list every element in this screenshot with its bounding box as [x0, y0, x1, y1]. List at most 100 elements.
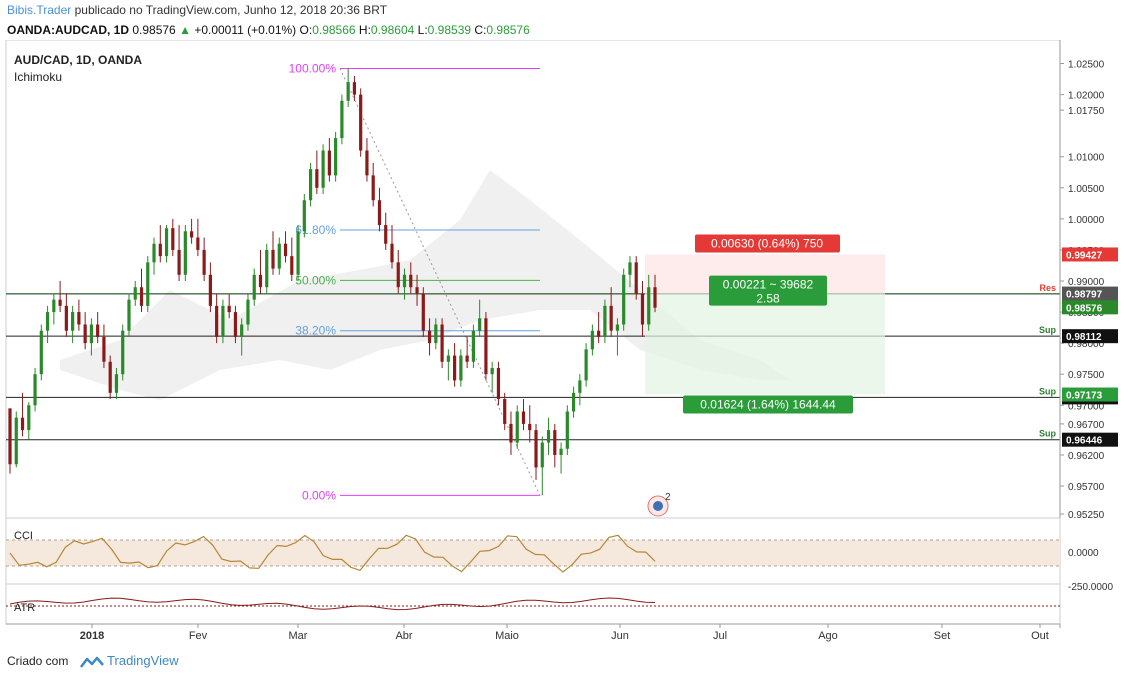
candle-body: [89, 324, 94, 344]
price-label-box: [1062, 286, 1118, 301]
atr-pane: [5, 583, 1061, 625]
time-tick-label: 2018: [80, 630, 104, 642]
candle-body: [471, 330, 475, 362]
candle-body: [578, 380, 582, 393]
candle-body: [215, 305, 219, 337]
publisher-link[interactable]: Bibis.Trader: [7, 3, 72, 17]
fib-trend-line: [339, 68, 541, 496]
candle-body: [509, 423, 513, 443]
stop-text: 0.01624 (1.64%) 1644.44: [700, 398, 836, 412]
candle-body: [64, 305, 68, 331]
candle-body: [515, 411, 519, 443]
price-tick-label: 0.96700: [1068, 420, 1105, 431]
entry-text: 0.00221 ~ 39682: [723, 278, 814, 292]
price-label-text: 0.96446: [1066, 436, 1103, 447]
price-tick-label: 0.96200: [1068, 451, 1105, 462]
time-tick-label: Jun: [611, 630, 629, 642]
time-tick-label: Abr: [395, 630, 412, 642]
candle-body: [277, 243, 281, 269]
candle-body: [546, 430, 551, 443]
candle-body: [139, 287, 144, 306]
candle-body: [440, 324, 444, 362]
candle-body: [346, 82, 350, 101]
candle-body: [271, 249, 275, 269]
candle-body: [240, 324, 244, 337]
candle-body: [33, 374, 37, 406]
candle-body: [465, 355, 469, 362]
time-axis[interactable]: 2018 Fev Mar Abr Maio Jun Jul Ago Set Out: [6, 623, 1060, 642]
price-chart[interactable]: 100.00% 61.80% 50.00% 38.20% 0.00% Res Sup Sup…: [0, 40, 1129, 648]
ichimoku-cloud: [60, 170, 790, 400]
price-label-text: 0.99427: [1066, 250, 1103, 261]
candle-body: [427, 330, 432, 344]
candle-body: [415, 287, 419, 294]
candle-body: [453, 355, 457, 381]
event-icon[interactable]: 2: [647, 492, 671, 517]
high-value: 0.98604: [370, 23, 415, 37]
candlesticks: [8, 68, 657, 496]
price-label-box: [1062, 387, 1118, 402]
candle-body: [127, 299, 131, 331]
candle-body: [221, 305, 225, 337]
ratio-text: 2.58: [756, 292, 780, 306]
fib-level-label: 100.00%: [289, 62, 337, 76]
candle-body: [121, 330, 125, 375]
time-tick-label: Fev: [189, 630, 208, 642]
candle-body: [478, 318, 482, 331]
candle-body: [308, 169, 313, 201]
fib-level-label: 50.00%: [295, 273, 336, 287]
candle-body: [634, 262, 638, 294]
candle-body: [133, 287, 137, 300]
chart-title: AUD/CAD, 1D, OANDA: [14, 53, 142, 67]
price-tick-label: 0.97500: [1068, 370, 1105, 381]
candle-body: [196, 237, 200, 250]
candle-body: [396, 262, 400, 288]
candle-body: [371, 175, 375, 201]
candle-body: [459, 355, 463, 381]
target-box: [695, 234, 840, 253]
tradingview-link[interactable]: TradingView: [107, 653, 179, 668]
candle-body: [359, 94, 363, 151]
level-tag: Sup: [1039, 386, 1057, 396]
high-label: H:: [358, 23, 371, 37]
cci-line: [9, 534, 656, 573]
candle-body: [384, 225, 388, 244]
tradingview-logo-icon: [79, 656, 104, 668]
open-label: O:: [299, 23, 313, 37]
created-with: Criado com: [7, 654, 69, 668]
candle-body: [164, 228, 169, 257]
candle-body: [77, 312, 81, 325]
price-label-text: 0.98112: [1066, 332, 1102, 343]
fib-level-label: 0.00%: [302, 488, 336, 502]
candle-body: [571, 392, 576, 412]
cci-tick-low: -250.0000: [1068, 582, 1113, 593]
candle-body: [158, 243, 162, 257]
price-label-box: [1062, 247, 1118, 262]
candle-body: [321, 150, 325, 188]
candle-body: [171, 228, 175, 250]
price-tick-label: 0.95700: [1068, 482, 1105, 493]
price-tick-label: 1.01750: [1068, 106, 1105, 117]
candle-body: [653, 287, 657, 308]
stop-box: [683, 395, 853, 414]
candle-body: [628, 262, 632, 275]
last-price: 0.98576: [132, 23, 176, 37]
price-tick-label: 0.98000: [1068, 339, 1105, 350]
fibonacci-retracement[interactable]: 100.00% 61.80% 50.00% 38.20% 0.00%: [289, 62, 541, 503]
publish-header: Bibis.Trader publicado no TradingView.co…: [0, 0, 1129, 20]
candle-body: [108, 361, 112, 393]
candle-body: [496, 367, 501, 400]
cloud-shape: [60, 170, 790, 400]
candle-body: [352, 82, 357, 95]
candle-body: [390, 243, 394, 263]
price-label-text: 0.97173: [1066, 391, 1103, 402]
level-tag: Sup: [1039, 429, 1057, 439]
candle-body: [377, 200, 382, 226]
candle-body: [302, 200, 306, 232]
time-tick-label: Out: [1031, 630, 1049, 642]
candle-body: [177, 249, 181, 275]
candle-body: [553, 430, 557, 455]
symbol-header: OANDA:AUDCAD, 1D 0.98576 ▲ +0.00011 (+0.…: [0, 20, 1129, 40]
time-tick-label: Maio: [495, 630, 519, 642]
